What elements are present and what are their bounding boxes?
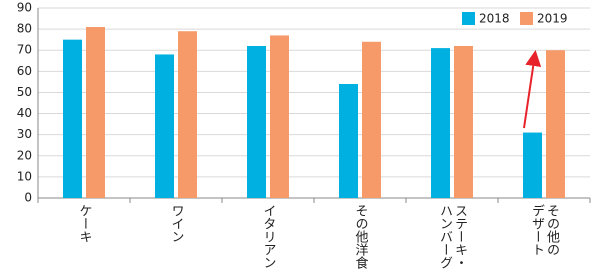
x-tick-label: ケーキ: [76, 204, 92, 243]
y-tick-label: 20: [17, 148, 32, 162]
bar: [339, 84, 358, 198]
y-tick-label: 40: [17, 106, 32, 120]
y-tick-label: 30: [17, 127, 32, 141]
bar: [63, 39, 82, 198]
x-tick-label: その他洋食: [352, 204, 368, 269]
legend-swatch: [462, 12, 475, 25]
annotation-arrow: [523, 50, 542, 129]
x-tick-label: その他の デザート: [529, 204, 559, 256]
legend-swatch: [520, 12, 533, 25]
bar: [86, 27, 105, 198]
bar: [178, 31, 197, 198]
y-tick-label: 70: [17, 43, 32, 57]
bar: [431, 48, 450, 198]
bar: [546, 50, 565, 198]
x-tick-label: ワイン: [168, 204, 184, 243]
legend-label: 2018: [479, 12, 510, 26]
x-tick-label: ステーキ・ ハンバーグ: [437, 204, 467, 269]
bar: [362, 41, 381, 199]
y-tick-label: 80: [17, 22, 32, 36]
y-tick-label: 90: [17, 1, 32, 15]
y-tick-label: 10: [17, 169, 32, 183]
bar: [454, 46, 473, 198]
bar: [523, 132, 542, 198]
bar: [270, 35, 289, 198]
bar: [155, 54, 174, 198]
y-tick-label: 50: [17, 85, 32, 99]
x-tick-label: イタリアン: [260, 204, 276, 269]
y-tick-label: 60: [17, 64, 32, 78]
y-tick-label: 0: [24, 191, 32, 205]
bar: [247, 46, 266, 198]
legend-label: 2019: [537, 12, 568, 26]
